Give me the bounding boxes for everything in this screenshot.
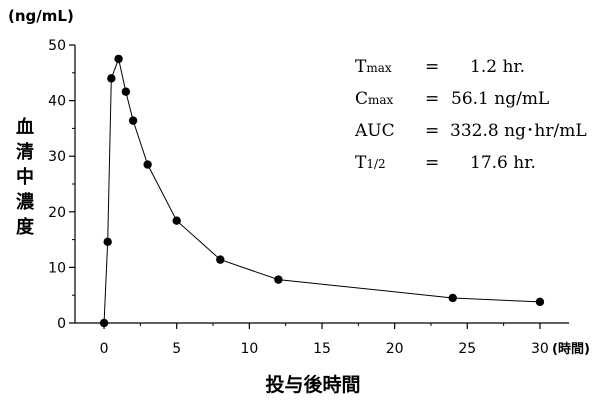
x-axis-unit: (時間) (552, 341, 590, 357)
pk-parameter-name: T1/2 (355, 153, 386, 173)
pk-parameter-name: Tmax (355, 57, 392, 77)
y-axis-unit: (ng/mL) (8, 7, 74, 25)
pk-parameter-equals: = (425, 121, 440, 141)
x-tick-label: 30 (531, 341, 549, 357)
x-tick-label: 0 (100, 341, 109, 357)
y-axis-title-char: 度 (16, 217, 34, 238)
data-point (216, 255, 225, 264)
pk-parameter-subscript: max (366, 61, 392, 75)
pk-parameter-subscript: max (368, 93, 394, 107)
data-point (114, 54, 123, 64)
pk-parameter-value: 56.1 ng/mL (451, 89, 550, 109)
series-line (103, 57, 540, 324)
data-point (103, 237, 112, 247)
pk-parameter-name: Cmax (355, 89, 394, 109)
x-axis-title: 投与後時間 (265, 373, 360, 396)
y-tick-label: 10 (48, 260, 66, 276)
x-tick-label: 10 (240, 341, 258, 357)
data-point (172, 216, 181, 225)
data-point (99, 318, 109, 328)
y-axis-title-char: 中 (16, 167, 34, 188)
data-point (128, 116, 138, 125)
x-tick-label: 15 (313, 341, 331, 357)
y-tick-label: 30 (48, 149, 66, 165)
pk-parameter-value: 332.8 ng･hr/mL (450, 121, 587, 141)
x-tick-label: 5 (172, 341, 181, 357)
data-point (535, 297, 545, 307)
data-point (143, 160, 152, 169)
data-point (121, 87, 131, 96)
pk-parameter-equals: = (425, 153, 440, 173)
pk-parameter-value: 17.6 hr. (470, 153, 536, 173)
y-axis-title-char: 血 (16, 117, 34, 138)
pk-parameter-subscript: 1/2 (366, 157, 386, 171)
pk-parameter-name: AUC (355, 121, 395, 141)
y-axis-title: 血清中濃度 (14, 115, 36, 240)
pk-parameter-value: 1.2 hr. (470, 57, 526, 77)
x-tick-label: 25 (458, 341, 476, 357)
y-tick-label: 0 (57, 316, 66, 332)
y-tick-label: 40 (48, 94, 66, 110)
data-point (448, 293, 457, 303)
data-point (274, 275, 283, 284)
y-tick-label: 20 (48, 205, 66, 221)
y-axis-title-char: 濃 (16, 192, 34, 213)
y-axis-title-char: 清 (16, 142, 34, 163)
pk-parameter-equals: = (425, 57, 440, 77)
y-tick-label: 50 (48, 38, 66, 54)
pk-parameter-equals: = (425, 89, 440, 109)
data-point (107, 74, 116, 83)
x-tick-label: 20 (386, 341, 404, 357)
